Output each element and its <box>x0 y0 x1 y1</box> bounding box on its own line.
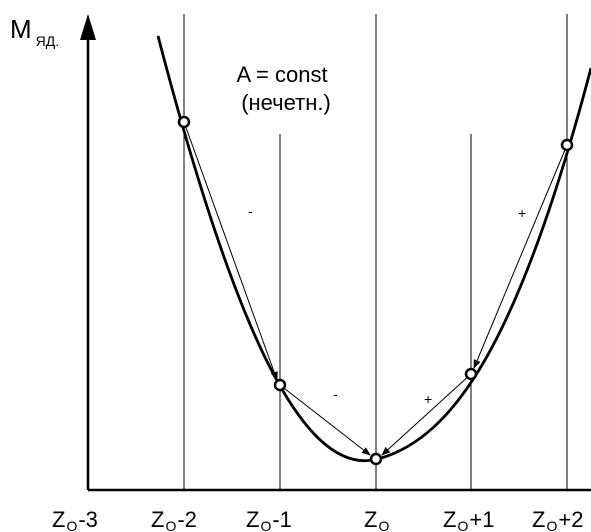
sign-label-2: - <box>333 386 338 402</box>
x-tick-zo+2: ZO+2 <box>532 507 583 532</box>
transition-arrow-zo-2-to-zo-1 <box>183 121 278 381</box>
x-tick-zo+1: ZO+1 <box>443 507 494 532</box>
mass-parabola-curve <box>156 35 591 463</box>
transition-arrow-zo-1-to-zo <box>279 384 371 456</box>
transition-arrow-zo+2-to-zo+1 <box>473 144 568 369</box>
transition-arrow-zo+1-to-zo <box>381 373 472 456</box>
x-tick-labels: ZO-3 ZO-2 ZO-1 ZO ZO+1 ZO+2 <box>52 507 583 532</box>
point-zo+2 <box>560 138 574 152</box>
point-zo-2 <box>177 115 191 129</box>
x-tick-zo-3: ZO-3 <box>52 507 98 532</box>
sign-label-3: + <box>424 391 432 407</box>
y-axis-arrow-icon <box>80 14 96 40</box>
x-tick-zo-1: ZO-1 <box>246 507 292 532</box>
point-zo-1 <box>273 378 287 392</box>
vertical-gridlines <box>183 14 568 490</box>
x-tick-zo-2: ZO-2 <box>151 507 197 532</box>
annotation-line-1: A = const <box>236 62 327 87</box>
sign-label-4: + <box>518 205 526 221</box>
annotation-line-2: (нечетн.) <box>241 90 331 115</box>
point-zo+1 <box>464 367 478 381</box>
x-tick-zo: ZO <box>364 507 389 532</box>
sign-label-1: - <box>248 203 253 219</box>
y-axis-label-sub: ЯД. <box>36 33 59 49</box>
y-axis-label: M ЯД. <box>10 14 59 49</box>
isobar-points <box>177 115 574 466</box>
point-zo <box>369 452 383 466</box>
y-axis-label-main: M <box>10 14 32 44</box>
transition-arrows <box>183 121 568 456</box>
